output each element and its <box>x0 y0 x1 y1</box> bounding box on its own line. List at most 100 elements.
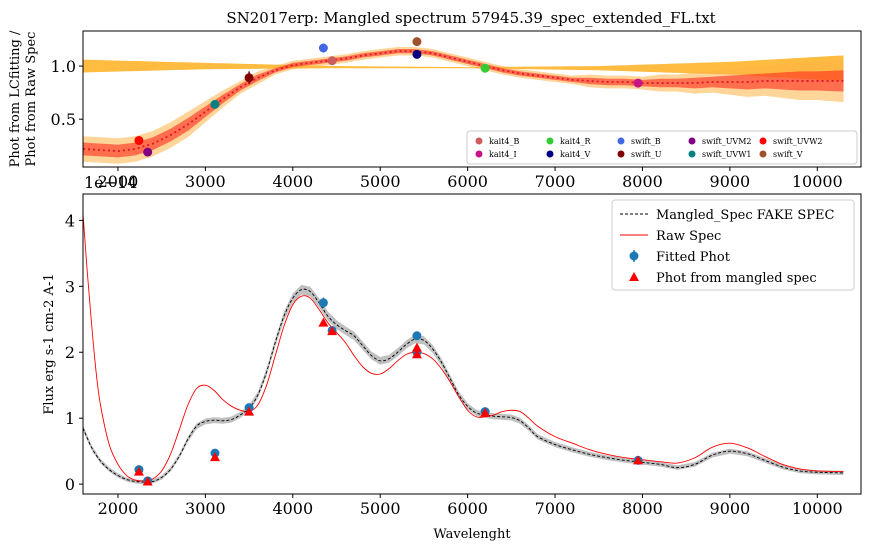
ratio-band <box>83 49 844 158</box>
ratio-marker-swift_UVM2 <box>143 147 153 157</box>
spectrum-y-label: Flux erg s-1 cm-2 A-1 <box>42 273 57 414</box>
ratio-point-kait4_R <box>480 63 490 73</box>
ratio-point-swift_UVW1 <box>210 99 220 109</box>
ratio-marker-kait4_V <box>412 49 422 59</box>
ratio-x-tick-label: 8000 <box>622 172 663 191</box>
chart-title: SN2017erp: Mangled spectrum 57945.39_spe… <box>226 9 715 27</box>
spectrum-x-tick-label: 4000 <box>272 499 313 518</box>
ratio-x-tick-label: 9000 <box>710 172 751 191</box>
ratio-marker-kait4_R <box>480 63 490 73</box>
ratio-legend-marker-kait4_R <box>546 137 554 145</box>
ratio-x-tick-label: 2000 <box>98 172 139 191</box>
mangled-phot-marker <box>633 455 644 465</box>
ratio-legend-marker-swift_UVW1 <box>688 150 696 158</box>
ratio-legend-marker-swift_B <box>617 137 625 145</box>
mangled-phot-marker <box>133 466 144 476</box>
ratio-legend-marker-swift_U <box>617 150 625 158</box>
spectrum-legend-entry: Mangled_Spec FAKE SPEC <box>620 208 835 223</box>
spectrum-y-ticks: 0 1 2 3 4 <box>65 211 83 494</box>
spectrum-x-tick-label: 3000 <box>185 499 226 518</box>
spectrum-x-tick-label: 6000 <box>447 499 488 518</box>
ratio-legend-entry-swift_V: swift_V <box>759 150 803 159</box>
mangled-spec-band <box>83 284 844 485</box>
mangled-phot-marker <box>142 476 153 486</box>
ratio-legend-label-kait4_R: kait4_R <box>560 137 591 146</box>
ratio-x-tick-label: 6000 <box>447 172 488 191</box>
ratio-axes-frame <box>82 30 862 168</box>
ratio-x-tick-label: 3000 <box>185 172 226 191</box>
fitted-phot-marker <box>412 331 422 341</box>
ratio-legend-entry-swift_B: swift_B <box>617 137 661 146</box>
ratio-legend-marker-kait4_B <box>475 137 483 145</box>
ratio-legend-marker-swift_UVW2 <box>759 137 767 145</box>
spectrum-x-ticks: 2000 3000 4000 5000 6000 7000 8000 9000 10000 <box>98 494 843 518</box>
mangled-phot-marker <box>244 406 255 416</box>
ratio-panel: 0.5 1.0 2000 3000 4000 5000 6000 7000 8000 9000 1… <box>8 30 862 192</box>
ratio-legend-marker-kait4_V <box>546 150 554 158</box>
ratio-legend-entry-kait4_R: kait4_R <box>546 137 591 146</box>
ratio-marker-swift_U <box>244 73 254 83</box>
ratio-y-ticks: 0.5 1.0 <box>51 57 83 129</box>
ratio-legend-label-swift_UVW1: swift_UVW1 <box>702 150 752 159</box>
ratio-marker-swift_V <box>412 37 422 47</box>
spectrum-x-tick-label: 5000 <box>360 499 401 518</box>
spectrum-x-tick-label: 7000 <box>535 499 576 518</box>
ratio-marker-swift_UVW1 <box>210 99 220 109</box>
spectrum-legend: Mangled_Spec FAKE SPEC Raw Spec Fitted Pho… <box>611 199 855 291</box>
spectrum-clipped-group <box>83 213 844 486</box>
spectrum-x-tick-label: 10000 <box>792 499 843 518</box>
ratio-curve-line <box>82 50 844 152</box>
ratio-legend-entry-swift_UVM2: swift_UVM2 <box>688 137 752 146</box>
legend-swatch-fitted <box>629 251 639 261</box>
spectrum-legend-entry: Fitted Phot <box>629 250 731 265</box>
ratio-x-tick-label: 10000 <box>792 172 843 191</box>
ratio-y-label-line-2: Phot from Raw Spec <box>24 32 39 167</box>
spectrum-legend-label: Raw Spec <box>656 229 721 244</box>
spectrum-y-tick-label: 1 <box>65 409 75 428</box>
mangled-phot-marker <box>327 326 338 336</box>
ratio-legend-entry-kait4_I: kait4_I <box>475 150 517 159</box>
ratio-point-swift_UVW2 <box>134 135 144 145</box>
spectrum-y-tick-label: 3 <box>65 277 75 296</box>
fitted-phot-point <box>412 331 422 341</box>
ratio-legend-entry-swift_UVW1: swift_UVW1 <box>688 150 752 159</box>
ratio-legend-label-swift_UVW2: swift_UVW2 <box>773 137 823 146</box>
ratio-point-swift_UVM2 <box>143 147 153 157</box>
ratio-x-tick-label: 7000 <box>535 172 576 191</box>
ratio-legend-label-kait4_B: kait4_B <box>489 137 519 146</box>
ratio-marker-swift_UVW2 <box>134 135 144 145</box>
ratio-point-swift_B <box>318 43 328 53</box>
mangled-phot-marker <box>480 407 491 417</box>
ratio-legend-label-swift_B: swift_B <box>631 137 661 146</box>
fitted-phot-point <box>318 297 328 309</box>
spectrum-plot-area <box>83 213 844 486</box>
spectrum-x-tick-label: 8000 <box>622 499 663 518</box>
ratio-y-tick-label: 0.5 <box>51 110 76 129</box>
ratio-legend-entry-kait4_B: kait4_B <box>475 137 519 146</box>
spectrum-legend-label: Fitted Phot <box>656 250 731 265</box>
ratio-legend-label-kait4_V: kait4_V <box>560 150 590 159</box>
spectrum-y-tick-label: 2 <box>65 343 75 362</box>
spectrum-x-tick-label: 9000 <box>710 499 751 518</box>
spectrum-axes-frame <box>82 193 862 495</box>
ratio-x-tick-label: 5000 <box>360 172 401 191</box>
spectrum-legend-box <box>611 199 855 291</box>
normalization-band <box>83 55 844 81</box>
fitted-phot-marker <box>318 298 328 308</box>
mangled-phot-marker <box>411 342 422 352</box>
ratio-legend-label-swift_V: swift_V <box>773 150 803 159</box>
spectrum-legend-entry: Phot from mangled spec <box>629 271 817 286</box>
ratio-point-kait4_B <box>327 56 337 66</box>
ratio-legend-marker-swift_V <box>759 150 767 158</box>
ratio-legend-label-kait4_I: kait4_I <box>489 150 517 159</box>
ratio-legend-entry-swift_UVW2: swift_UVW2 <box>759 137 823 146</box>
spectrum-y-tick-label: 0 <box>65 475 75 494</box>
ratio-plot-area <box>82 37 844 164</box>
ratio-legend-label-swift_UVM2: swift_UVM2 <box>702 137 752 146</box>
ratio-point-kait4_I <box>633 78 643 88</box>
ratio-y-tick-label: 1.0 <box>51 57 76 76</box>
ratio-legend-box <box>466 130 858 165</box>
mangled-phot-marker <box>209 452 220 462</box>
ratio-point-kait4_V <box>412 49 422 59</box>
